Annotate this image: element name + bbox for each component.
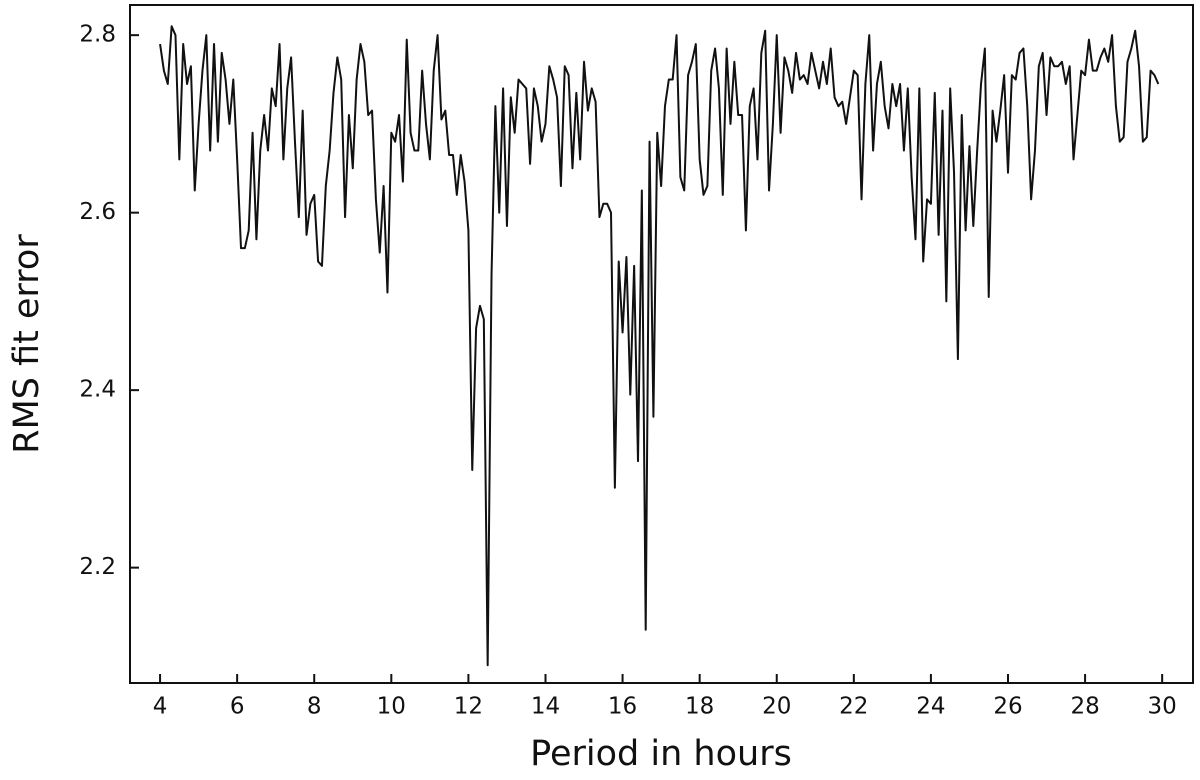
x-tick-label: 28	[1070, 694, 1099, 720]
x-tick-label: 22	[839, 694, 868, 720]
x-tick-label: 18	[685, 694, 714, 720]
y-tick-label: 2.4	[79, 377, 116, 403]
y-tick-label: 2.6	[79, 199, 116, 225]
x-tick-label: 14	[531, 694, 560, 720]
data-line	[159, 25, 1160, 667]
x-tick-label: 30	[1148, 694, 1177, 720]
x-tick-label: 10	[377, 694, 406, 720]
plot-frame	[129, 4, 1194, 684]
x-axis-label: Period in hours	[530, 734, 792, 774]
x-tick-label: 6	[230, 694, 245, 720]
x-tick-label: 24	[916, 694, 945, 720]
y-tick-label: 2.2	[79, 554, 116, 580]
y-tick-label: 2.8	[79, 22, 116, 48]
x-tick-label: 20	[762, 694, 791, 720]
x-tick-label: 16	[608, 694, 637, 720]
x-tick-label: 8	[307, 694, 322, 720]
x-tick-label: 4	[153, 694, 168, 720]
y-axis-label: RMS fit error	[7, 234, 47, 454]
x-tick-label: 26	[993, 694, 1022, 720]
x-tick-label: 12	[454, 694, 483, 720]
